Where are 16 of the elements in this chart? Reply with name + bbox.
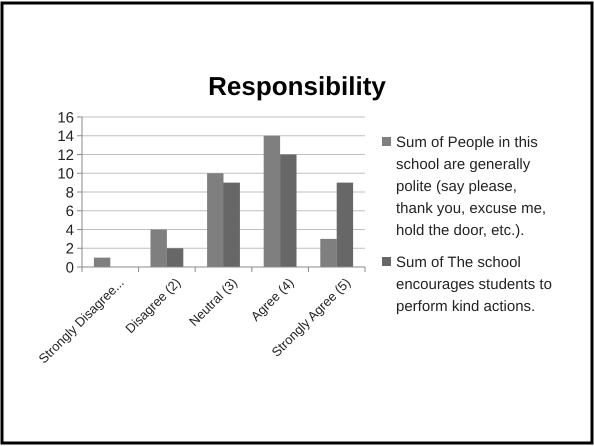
y-tick-label: 10: [57, 166, 74, 182]
y-tick-label: 2: [66, 240, 74, 258]
y-tick-label: 14: [57, 128, 74, 145]
y-tick-label: 8: [66, 184, 74, 202]
y-tick-label: 16: [57, 109, 74, 126]
legend-label: Sum of People in this school are generally polite (say please, thank you, excuse me, hold the door, etc.).: [396, 134, 546, 239]
chart-title: Responsibility: [208, 71, 386, 101]
bar: [336, 182, 354, 267]
bar: [224, 182, 240, 267]
y-tick-label: 4: [66, 222, 74, 239]
bar: [166, 248, 184, 267]
bar: [280, 154, 297, 267]
y-tick-label: 6: [66, 203, 74, 220]
y-tick-label: 12: [57, 146, 74, 164]
legend-label: Sum of The school encourages students to perform kind actions.: [396, 254, 552, 315]
y-tick-label: 0: [66, 259, 74, 276]
